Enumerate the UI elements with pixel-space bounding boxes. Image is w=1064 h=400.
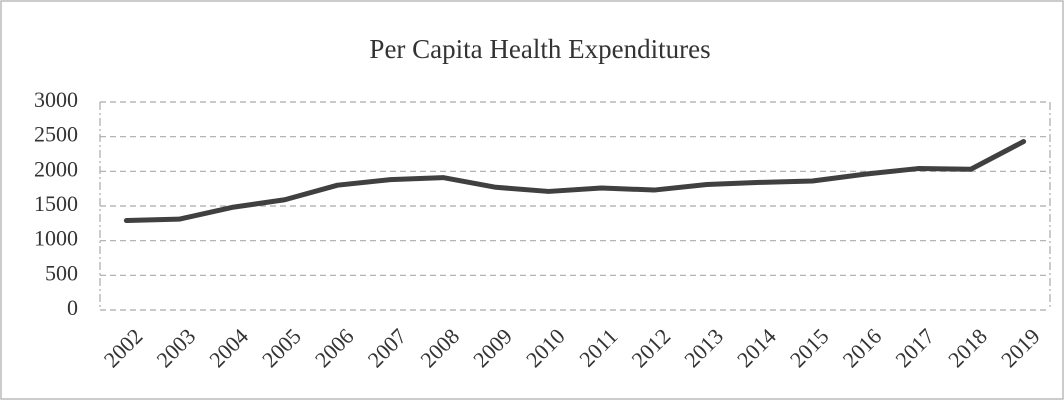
y-tick-label: 2500	[34, 122, 78, 147]
y-tick-label: 1000	[34, 226, 78, 251]
y-tick-label: 0	[67, 295, 78, 320]
chart-title: Per Capita Health Expenditures	[369, 34, 710, 64]
y-tick-label: 1500	[34, 191, 78, 216]
data-line	[123, 139, 1027, 224]
y-tick-label: 500	[45, 260, 78, 285]
y-tick-label: 2000	[34, 156, 78, 181]
y-tick-label: 3000	[34, 87, 78, 112]
